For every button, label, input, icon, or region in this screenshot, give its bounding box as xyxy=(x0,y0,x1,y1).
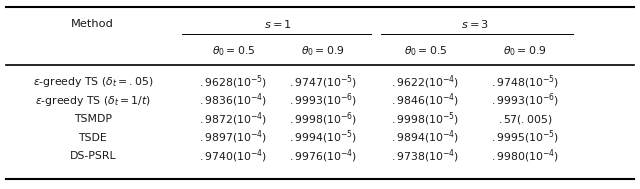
Text: $.9897(10^{-4})$: $.9897(10^{-4})$ xyxy=(200,129,268,146)
Text: $.9740(10^{-4})$: $.9740(10^{-4})$ xyxy=(200,147,268,165)
Text: DS-PSRL: DS-PSRL xyxy=(70,151,116,161)
Text: $\theta_0 = 0.9$: $\theta_0 = 0.9$ xyxy=(503,44,547,58)
Text: $\epsilon$-greedy TS ($\delta_t = .05$): $\epsilon$-greedy TS ($\delta_t = .05$) xyxy=(33,75,153,89)
Text: TSDE: TSDE xyxy=(79,133,107,143)
Text: $.9836(10^{-4})$: $.9836(10^{-4})$ xyxy=(200,92,268,109)
Text: $.9994(10^{-5})$: $.9994(10^{-5})$ xyxy=(289,129,357,146)
Text: $.9993(10^{-6})$: $.9993(10^{-6})$ xyxy=(289,92,357,109)
Text: $.9748(10^{-5})$: $.9748(10^{-5})$ xyxy=(491,73,559,91)
Text: $.9872(10^{-4})$: $.9872(10^{-4})$ xyxy=(200,110,268,128)
Text: TSMDP: TSMDP xyxy=(74,114,112,124)
Text: $\theta_0 = 0.9$: $\theta_0 = 0.9$ xyxy=(301,44,345,58)
Text: $.9993(10^{-6})$: $.9993(10^{-6})$ xyxy=(491,92,559,109)
Text: $\theta_0 = 0.5$: $\theta_0 = 0.5$ xyxy=(212,44,255,58)
Text: $.9894(10^{-4})$: $.9894(10^{-4})$ xyxy=(392,129,460,146)
Text: $.9980(10^{-4})$: $.9980(10^{-4})$ xyxy=(491,147,559,165)
Text: $.9846(10^{-4})$: $.9846(10^{-4})$ xyxy=(392,92,460,109)
Text: $.9998(10^{-5})$: $.9998(10^{-5})$ xyxy=(392,110,460,128)
Text: Method: Method xyxy=(72,19,114,29)
Text: $.9976(10^{-4})$: $.9976(10^{-4})$ xyxy=(289,147,357,165)
Text: $.9747(10^{-5})$: $.9747(10^{-5})$ xyxy=(289,73,357,91)
Text: $\epsilon$-greedy TS ($\delta_t = 1/t$): $\epsilon$-greedy TS ($\delta_t = 1/t$) xyxy=(35,94,151,108)
Text: $.9995(10^{-5})$: $.9995(10^{-5})$ xyxy=(491,129,559,146)
Text: $s = 1$: $s = 1$ xyxy=(264,18,292,30)
Text: $.9738(10^{-4})$: $.9738(10^{-4})$ xyxy=(392,147,460,165)
Text: $\theta_0 = 0.5$: $\theta_0 = 0.5$ xyxy=(404,44,447,58)
Text: $.9622(10^{-4})$: $.9622(10^{-4})$ xyxy=(392,73,460,91)
Text: $s = 3$: $s = 3$ xyxy=(461,18,489,30)
Text: $.57(.005)$: $.57(.005)$ xyxy=(497,113,552,125)
Text: $.9628(10^{-5})$: $.9628(10^{-5})$ xyxy=(200,73,268,91)
Text: $.9998(10^{-6})$: $.9998(10^{-6})$ xyxy=(289,110,357,128)
